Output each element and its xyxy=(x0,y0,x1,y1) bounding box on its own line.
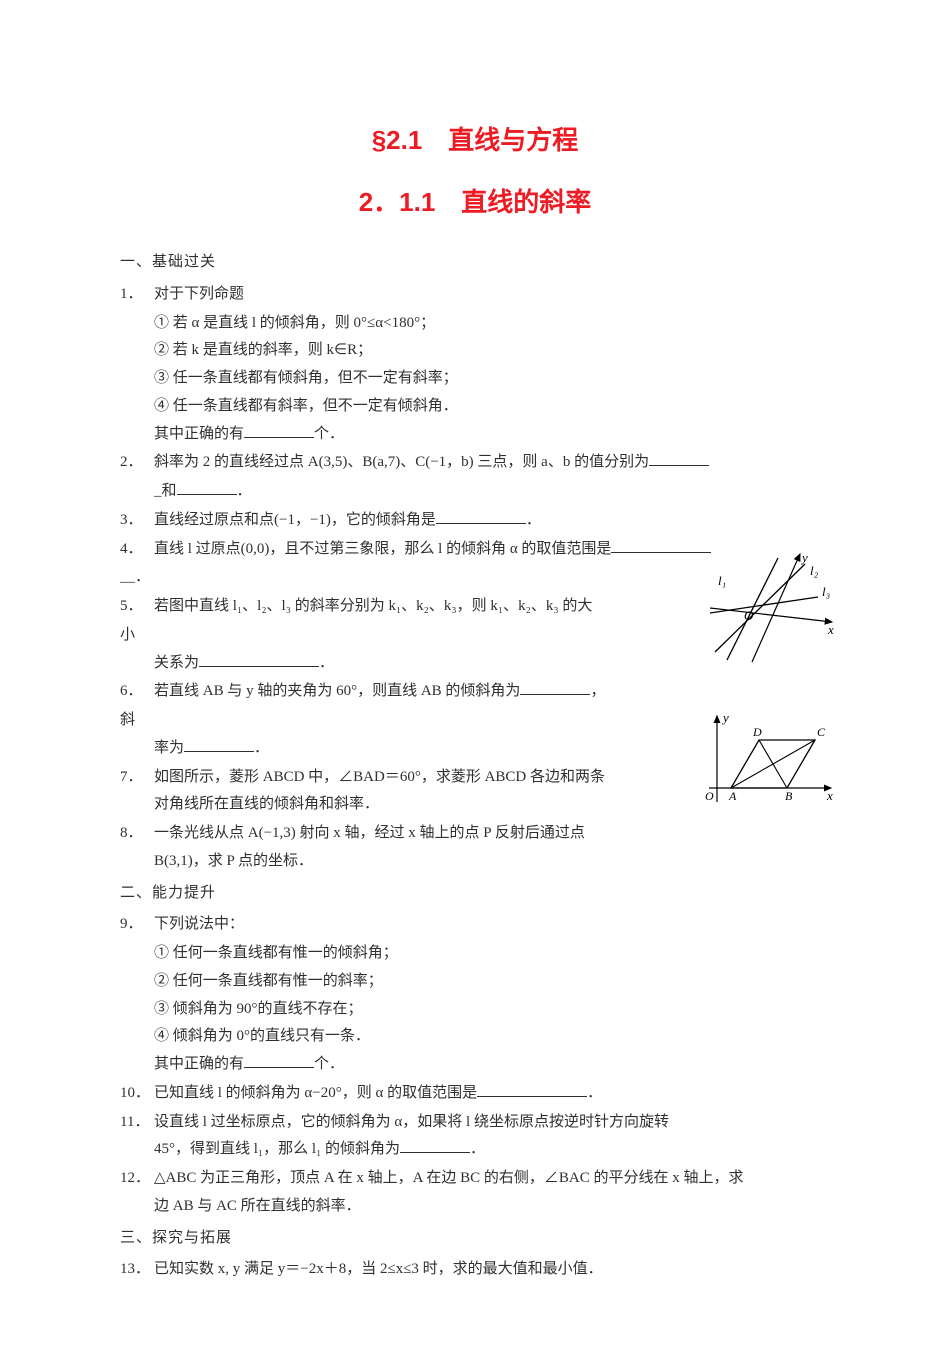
svg-text:A: A xyxy=(728,789,737,803)
section-a-heading: 一、基础过关 xyxy=(120,249,830,277)
problem-number: 1． xyxy=(120,281,154,309)
problem-number: 2． xyxy=(120,449,154,477)
p9-opt3: ③ 倾斜角为 90°的直线不存在； xyxy=(120,996,830,1024)
problem-number: 5． xyxy=(120,593,154,621)
problem-number: 8． xyxy=(120,820,154,876)
p1-blank xyxy=(244,423,314,438)
p6-blank2 xyxy=(184,737,254,752)
problem-number: 12． xyxy=(120,1165,154,1221)
svg-text:y: y xyxy=(800,550,808,565)
problem-stem: 下列说法中： xyxy=(154,911,830,939)
problem-2: 2． 斜率为 2 的直线经过点 A(3,5)、B(a,7)、C(−1，b) 三点… xyxy=(120,449,830,477)
problem-number: 4． xyxy=(120,536,154,564)
chapter-title: §2.1 直线与方程 xyxy=(120,120,830,157)
problem-3: 3． 直线经过原点和点(−1，−1)，它的倾斜角是． xyxy=(120,507,830,535)
p3-blank xyxy=(436,509,526,524)
p9-blank xyxy=(244,1054,314,1069)
problem-12: 12． △ABC 为正三角形，顶点 A 在 x 轴上，A 在边 BC 的右侧，∠… xyxy=(120,1165,830,1221)
problem-13: 13． 已知实数 x, y 满足 y＝−2x＋8，当 2≤x≤3 时，求的最大值… xyxy=(120,1256,830,1284)
p1-tail: 其中正确的有个． xyxy=(120,421,830,449)
p9-tail: 其中正确的有个． xyxy=(120,1051,830,1079)
problem-1: 1． 对于下列命题 xyxy=(120,281,830,309)
p9-opt1: ① 任何一条直线都有惟一的倾斜角； xyxy=(120,940,830,968)
svg-text:l₁: l₁ xyxy=(718,573,726,588)
svg-text:l₂: l₂ xyxy=(810,563,819,578)
svg-text:l₃: l₃ xyxy=(822,584,830,599)
problem-6: 6． 若直线 AB 与 y 轴的夹角为 60°，则直线 AB 的倾斜角为， xyxy=(120,678,830,706)
problem-number: 9． xyxy=(120,911,154,939)
p1-opt4: ④ 任一条直线都有斜率，但不一定有倾斜角． xyxy=(120,393,830,421)
svg-text:x: x xyxy=(827,622,834,637)
p1-opt1: ① 若 α 是直线 l 的倾斜角，则 0°≤α<180°； xyxy=(120,310,830,338)
svg-text:B: B xyxy=(785,789,793,803)
problem-stem: 对于下列命题 xyxy=(154,281,830,309)
figure-rhombus-abcd: y x O A B C D xyxy=(705,712,835,804)
p2-cont: _和． xyxy=(120,478,830,506)
p1-opt3: ③ 任一条直线都有倾斜角，但不一定有斜率； xyxy=(120,365,830,393)
problem-8: 8． 一条光线从点 A(−1,3) 射向 x 轴，经过 x 轴上的点 P 反射后… xyxy=(120,820,830,876)
problem-number: 3． xyxy=(120,507,154,535)
p5-blank xyxy=(199,652,319,667)
section-b-heading: 二、能力提升 xyxy=(120,880,830,908)
problem-10: 10． 已知直线 l 的倾斜角为 α−20°，则 α 的取值范围是． xyxy=(120,1080,830,1108)
svg-text:O: O xyxy=(744,608,754,623)
problem-number: 13． xyxy=(120,1256,154,1284)
section-title: 2．1.1 直线的斜率 xyxy=(120,182,830,219)
p2-blank2 xyxy=(177,481,237,496)
problem-number: 7． xyxy=(120,764,154,820)
svg-text:O: O xyxy=(705,789,714,803)
figure-lines-l1-l2-l3: y x O l₁ l₂ l₃ xyxy=(710,550,835,665)
problem-number: 6． xyxy=(120,678,154,706)
problem-9: 9． 下列说法中： xyxy=(120,911,830,939)
problem-number: 11． xyxy=(120,1109,154,1165)
section-c-heading: 三、探究与拓展 xyxy=(120,1225,830,1253)
p6-blank1 xyxy=(520,681,590,696)
svg-text:D: D xyxy=(752,725,762,739)
problem-11: 11． 设直线 l 过坐标原点，它的倾斜角为 α，如果将 l 绕坐标原点按逆时针… xyxy=(120,1109,830,1165)
p9-opt4: ④ 倾斜角为 0°的直线只有一条． xyxy=(120,1023,830,1051)
p2-blank1 xyxy=(649,452,709,467)
p9-opt2: ② 任何一条直线都有惟一的斜率； xyxy=(120,968,830,996)
problem-number: 10． xyxy=(120,1080,154,1108)
svg-text:C: C xyxy=(817,725,826,739)
p4-blank xyxy=(611,538,711,553)
p11-blank xyxy=(400,1139,470,1154)
svg-text:x: x xyxy=(826,788,833,803)
p1-opt2: ② 若 k 是直线的斜率，则 k∈R； xyxy=(120,337,830,365)
svg-text:y: y xyxy=(721,712,729,725)
p10-blank xyxy=(477,1082,587,1097)
